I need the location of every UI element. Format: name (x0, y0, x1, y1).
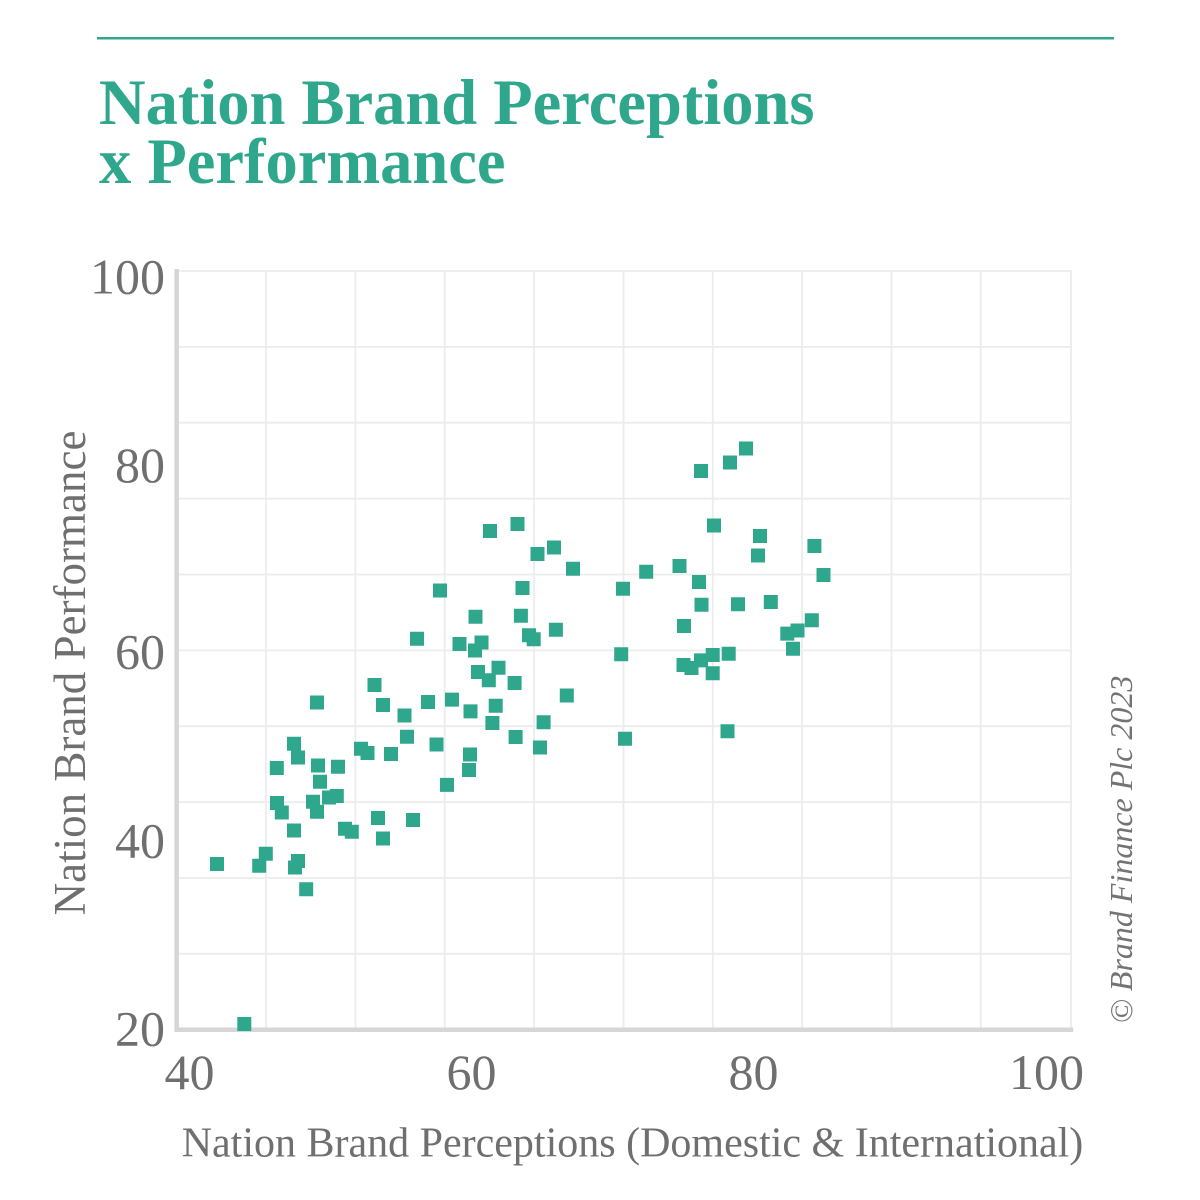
svg-text:100: 100 (1009, 1044, 1084, 1100)
svg-text:20: 20 (115, 1000, 165, 1056)
svg-text:80: 80 (115, 437, 165, 493)
svg-text:40: 40 (115, 813, 165, 869)
svg-text:60: 60 (115, 624, 165, 680)
svg-text:80: 80 (729, 1044, 779, 1100)
svg-text:60: 60 (447, 1044, 497, 1100)
svg-text:40: 40 (165, 1044, 215, 1100)
svg-text:© Brand Finance Plc 2023: © Brand Finance Plc 2023 (1103, 676, 1139, 1024)
svg-text:Nation Brand Perceptions (Dome: Nation Brand Perceptions (Domestic & Int… (182, 1121, 1084, 1167)
svg-text:Nation Brand Performance: Nation Brand Performance (45, 431, 95, 916)
svg-text:100: 100 (90, 249, 165, 305)
